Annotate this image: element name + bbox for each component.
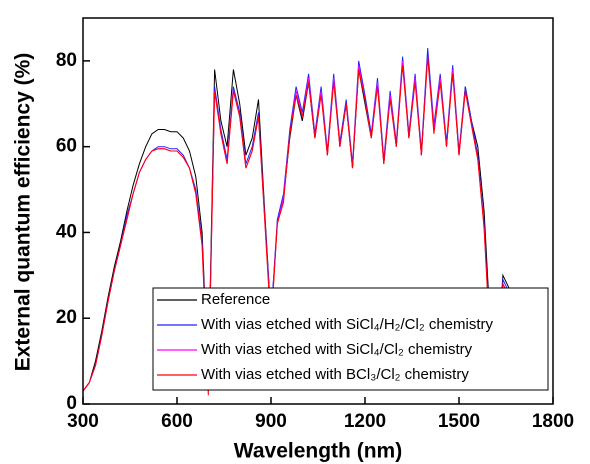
legend-label: With vias etched with SiCl₄/H₂/Cl₂ chemi… xyxy=(201,316,494,333)
x-tick-label: 900 xyxy=(255,411,287,432)
x-tick-label: 600 xyxy=(161,411,193,432)
x-tick-label: 300 xyxy=(67,411,99,432)
y-tick-label: 0 xyxy=(66,393,77,414)
legend-label: With vias etched with BCl₃/Cl₂ chemistry xyxy=(201,366,469,383)
y-tick-label: 80 xyxy=(56,50,77,71)
y-tick-label: 60 xyxy=(56,136,77,157)
series-line xyxy=(82,56,510,396)
x-tick-label: 1800 xyxy=(532,411,574,432)
y-axis-label: External quantum efficiency (%) xyxy=(12,53,35,372)
legend-label: Reference xyxy=(201,291,270,308)
legend-box xyxy=(152,287,549,391)
x-tick-label: 1500 xyxy=(438,411,480,432)
x-axis-label: Wavelength (nm) xyxy=(234,440,402,463)
series-line xyxy=(82,47,510,392)
x-tick-label: 1200 xyxy=(344,411,386,432)
plot-frame xyxy=(82,17,554,405)
y-tick-label: 40 xyxy=(56,221,77,242)
legend-label: With vias etched with SiCl₄/Cl₂ chemistr… xyxy=(201,341,473,358)
y-tick-label: 20 xyxy=(56,307,77,328)
